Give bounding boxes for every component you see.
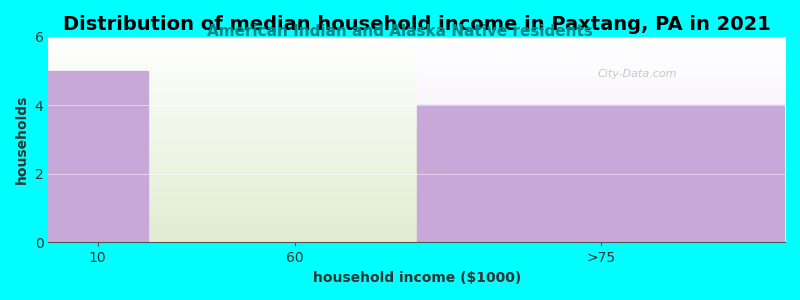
Y-axis label: households: households: [15, 95, 29, 184]
Text: City-Data.com: City-Data.com: [598, 69, 678, 79]
Title: Distribution of median household income in Paxtang, PA in 2021: Distribution of median household income …: [62, 15, 770, 34]
Bar: [417, 105, 785, 242]
Text: American Indian and Alaska Native residents: American Indian and Alaska Native reside…: [207, 24, 593, 39]
X-axis label: household income ($1000): household income ($1000): [313, 271, 521, 285]
Bar: [48, 71, 148, 242]
